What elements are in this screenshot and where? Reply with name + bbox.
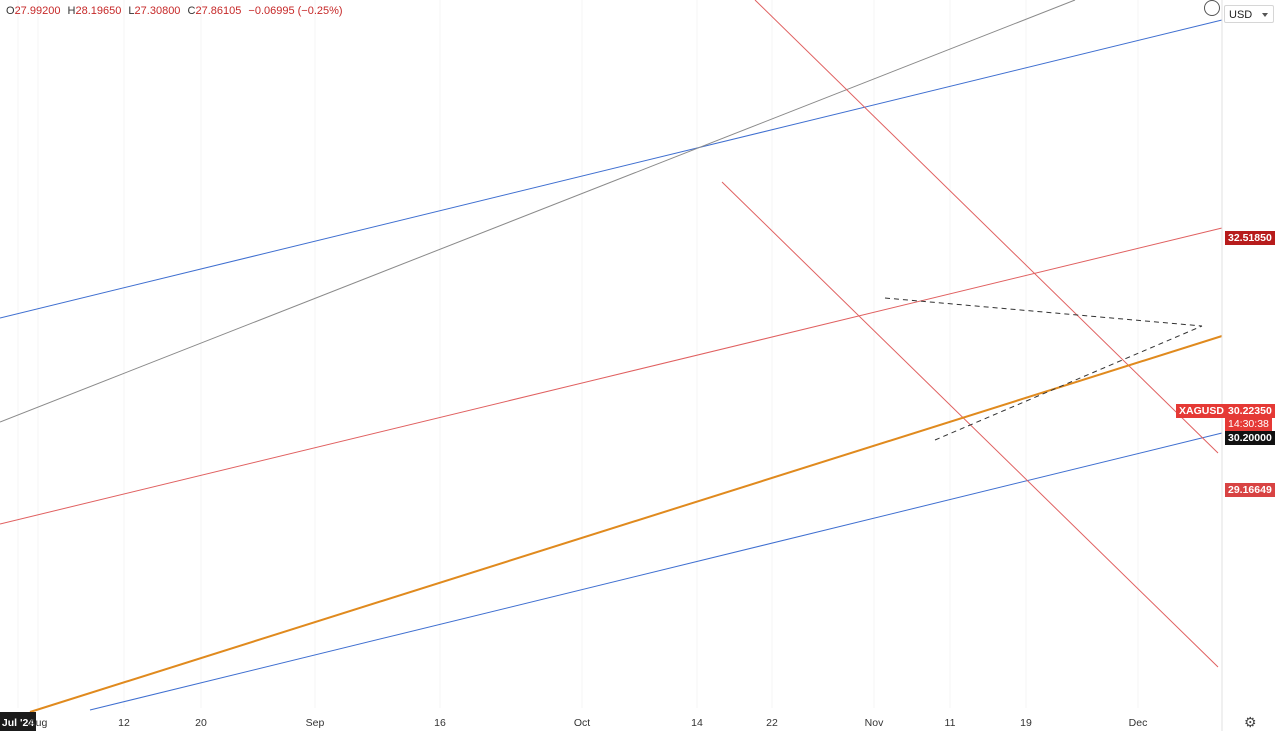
- x-tick-label: Aug: [29, 717, 48, 729]
- trendline-gray[interactable]: [0, 0, 1076, 423]
- open-label: O: [6, 5, 15, 17]
- symbol-tag: XAGUSD: [1176, 404, 1227, 418]
- trendline-blue-upper[interactable]: [0, 19, 1223, 319]
- x-tick-label: 16: [434, 717, 446, 729]
- x-tick-label: 12: [118, 717, 130, 729]
- close-label: C: [187, 5, 196, 17]
- triangle-upper-dashed[interactable]: [884, 297, 1203, 327]
- close-value: 27.86105: [195, 5, 242, 17]
- x-tick-label: 20: [195, 717, 207, 729]
- change-value: −0.06995 (−0.25%): [248, 5, 343, 17]
- low-label: L: [128, 5, 135, 17]
- high-label: H: [67, 5, 76, 17]
- x-tick-label: Dec: [1129, 717, 1148, 729]
- low-value: 27.30800: [134, 5, 181, 17]
- alert-clock-icon[interactable]: [1204, 0, 1220, 16]
- x-tick-label: 11: [945, 717, 956, 729]
- crosshair-price-tag: 30.20000: [1225, 431, 1275, 445]
- x-tick-label: Jul '24: [2, 717, 34, 729]
- x-tick-label: 14: [691, 717, 703, 729]
- last-price-tag: 30.22350: [1225, 404, 1275, 418]
- x-tick-label: Nov: [865, 717, 884, 729]
- open-value: 27.99200: [14, 5, 61, 17]
- ohlc-legend: O27.99200 H28.19650 L27.30800 C27.86105 …: [6, 5, 347, 17]
- x-tick-label: 19: [1020, 717, 1032, 729]
- triangle-lower-dashed[interactable]: [934, 325, 1203, 441]
- x-tick-label: Oct: [574, 717, 590, 729]
- channel-red-desc-2[interactable]: [721, 181, 1219, 668]
- trendline-blue-lower[interactable]: [89, 432, 1223, 711]
- currency-select[interactable]: USD: [1224, 5, 1274, 23]
- channel-red-desc-1[interactable]: [754, 0, 1219, 454]
- high-value: 28.19650: [75, 5, 122, 17]
- drawings: [0, 0, 1223, 713]
- grid: [17, 0, 1139, 708]
- hline-price-tag: 32.51850: [1225, 231, 1275, 245]
- x-label-cursor-box: [0, 712, 36, 731]
- channel-red-upper[interactable]: [0, 227, 1223, 525]
- support-orange[interactable]: [29, 335, 1223, 713]
- ma-price-tag: 29.16649: [1225, 483, 1275, 497]
- x-tick-label: 22: [766, 717, 778, 729]
- countdown-tag: 14:30:38: [1225, 417, 1272, 431]
- x-tick-label: Sep: [306, 717, 325, 729]
- settings-gear-icon[interactable]: ⚙: [1244, 714, 1257, 730]
